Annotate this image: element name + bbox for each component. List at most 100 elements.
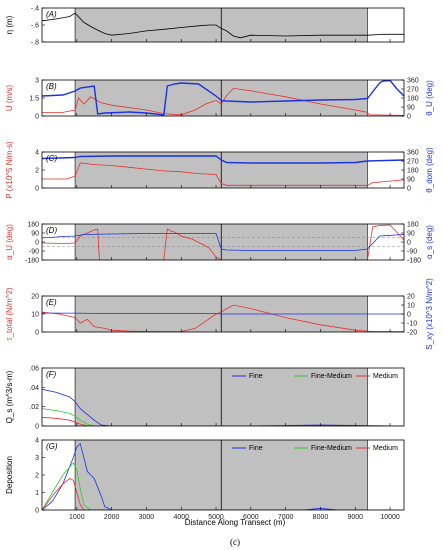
legend-entry: Fine — [249, 373, 263, 380]
y-tick-label-right: 0 — [407, 114, 411, 121]
series-line-blue-1 — [42, 233, 404, 251]
x-tick-label: 4000 — [173, 514, 189, 521]
y-tick-label-right: 270 — [407, 87, 419, 94]
panel-5: 0 10 20 -20 -10 0 10 20 S_xy (x10^3 N/m^2) τ_tota… — [5, 278, 434, 350]
y-tick-label-right: 20 — [407, 294, 415, 301]
y-tick-label-right: 360 — [407, 150, 419, 157]
y-tick-label: .02 — [29, 404, 39, 411]
series-line-red-0 — [42, 224, 404, 260]
y-tick-label-right: 0 — [407, 312, 411, 319]
panel-7: 0 1 2 3 4 Deposition 1000 2000 3000 4000 5000 6000 7… — [5, 438, 405, 521]
y-axis-label: η (m) — [5, 15, 14, 34]
y-tick-label-right: 180 — [407, 96, 419, 103]
series-line-blue-1 — [42, 312, 404, 315]
series-line-fine-medium — [42, 462, 404, 510]
legend-entry: Fine-Medium — [311, 445, 352, 452]
legend-entry: Medium — [373, 445, 398, 452]
series-line-fine-medium — [42, 408, 404, 426]
y-tick-label: 10 — [31, 312, 39, 319]
y-tick-label-right: 10 — [407, 303, 415, 310]
panel-label: (B) — [46, 82, 57, 91]
y-axis-label: Q_s (m^3/s-m) — [5, 370, 14, 423]
plot-frame — [41, 367, 405, 427]
x-tick-label: 10000 — [380, 514, 400, 521]
series-line-red-0 — [42, 162, 404, 186]
series-line-blue-1 — [42, 80, 404, 116]
x-tick-label: 6000 — [243, 514, 259, 521]
x-tick-label: 3000 — [139, 514, 155, 521]
y-tick-label: -.8 — [31, 40, 39, 47]
y-tick-label: -.6 — [31, 23, 39, 30]
y-tick-label-right: 360 — [407, 78, 419, 85]
x-tick-label: 2000 — [104, 514, 120, 521]
y-tick-label: 3 — [35, 455, 39, 462]
y-tick-label: 20 — [31, 294, 39, 301]
y-tick-label-right: -180 — [407, 258, 421, 265]
y-tick-label: 180 — [27, 222, 39, 229]
legend-entry: Medium — [373, 373, 398, 380]
y-tick-label: 4 — [35, 438, 39, 445]
y-tick-label-right: 270 — [407, 159, 419, 166]
panel-2: 0 1.5 3 0 90 180 270 360 θ_U (deg) U (m/s) (B) — [5, 78, 434, 121]
panel-3: 0 2 4 0 90 180 270 360 θ_dom (deg) P (x10^5 N/m-s… — [5, 141, 434, 199]
y-tick-label: .04 — [29, 385, 39, 392]
panel-label: (F) — [46, 370, 57, 379]
series-line-blue-1 — [42, 155, 404, 164]
x-axis-label: Distance Along Transect (m) — [185, 518, 286, 527]
y-tick-label-right: 90 — [407, 105, 415, 112]
y-tick-label: 90 — [31, 231, 39, 238]
x-tick-label: 5000 — [208, 514, 224, 521]
series-line-medium — [42, 416, 404, 426]
panel-label: (E) — [46, 298, 57, 307]
y-tick-label-right: -90 — [407, 249, 417, 256]
y-tick-label: 0 — [35, 114, 39, 121]
y-tick-label: -.4 — [31, 6, 39, 13]
y-axis-label-right: θ_U (deg) — [425, 80, 434, 116]
y-tick-label-right: 180 — [407, 222, 419, 229]
y-tick-label: 0 — [35, 424, 39, 431]
y-tick-label: .06 — [29, 366, 39, 373]
y-tick-label-right: 0 — [407, 240, 411, 247]
x-tick-label: 8000 — [313, 514, 329, 521]
y-axis-label: τ_total (N/m^2) — [5, 287, 14, 340]
y-tick-label: -90 — [29, 249, 39, 256]
x-tick-label: 1000 — [69, 514, 85, 521]
series-line-medium — [42, 478, 404, 510]
panel-1: -.4 -.6 -.8 η (m) (A) — [5, 6, 405, 47]
y-tick-label: 0 — [35, 330, 39, 337]
y-tick-label: 1 — [35, 490, 39, 497]
y-tick-label: 3 — [35, 78, 39, 85]
panel-label: (C) — [46, 154, 57, 163]
y-tick-label: 2 — [35, 168, 39, 175]
y-tick-label-right: -10 — [407, 321, 417, 328]
y-tick-label-right: 180 — [407, 168, 419, 175]
y-tick-label: 0 — [35, 508, 39, 515]
panel-6: 0 .02 .04 .06 Q_s (m^3/s-m) (F) Fine Fine-Mediu… — [5, 366, 405, 431]
panel-label: (D) — [46, 226, 57, 235]
y-tick-label-right: -20 — [407, 330, 417, 337]
series-line-red-0 — [42, 304, 404, 332]
figure-caption: (c) — [230, 537, 240, 547]
legend-entry: Fine-Medium — [311, 373, 352, 380]
y-axis-label-right: S_xy (x10^3 N/m^2) — [425, 278, 434, 350]
x-tick-label: 7000 — [278, 514, 294, 521]
y-tick-label-right: 0 — [407, 186, 411, 193]
series-line-red-0 — [42, 87, 404, 116]
y-tick-label: 1.5 — [29, 96, 39, 103]
panel-4: -180 -90 0 90 180 -180 -90 0 90 180 α_s (deg) α_U (… — [5, 222, 434, 265]
y-axis-label: U (m/s) — [5, 85, 14, 112]
y-tick-label: -180 — [25, 258, 39, 265]
series-line-black-0 — [42, 12, 404, 39]
panel-label: (G) — [46, 442, 58, 451]
panel-label: (A) — [46, 10, 57, 19]
y-tick-label: 4 — [35, 150, 39, 157]
y-tick-label: 0 — [35, 186, 39, 193]
x-tick-label: 9000 — [347, 514, 363, 521]
y-axis-label-right: α_s (deg) — [425, 225, 434, 259]
legend-entry: Fine — [249, 445, 263, 452]
y-tick-label-right: 90 — [407, 177, 415, 184]
y-axis-label-right: θ_dom (deg) — [425, 147, 434, 193]
y-tick-label: 2 — [35, 473, 39, 480]
y-axis-label: P (x10^5 N/m-s) — [5, 141, 14, 199]
